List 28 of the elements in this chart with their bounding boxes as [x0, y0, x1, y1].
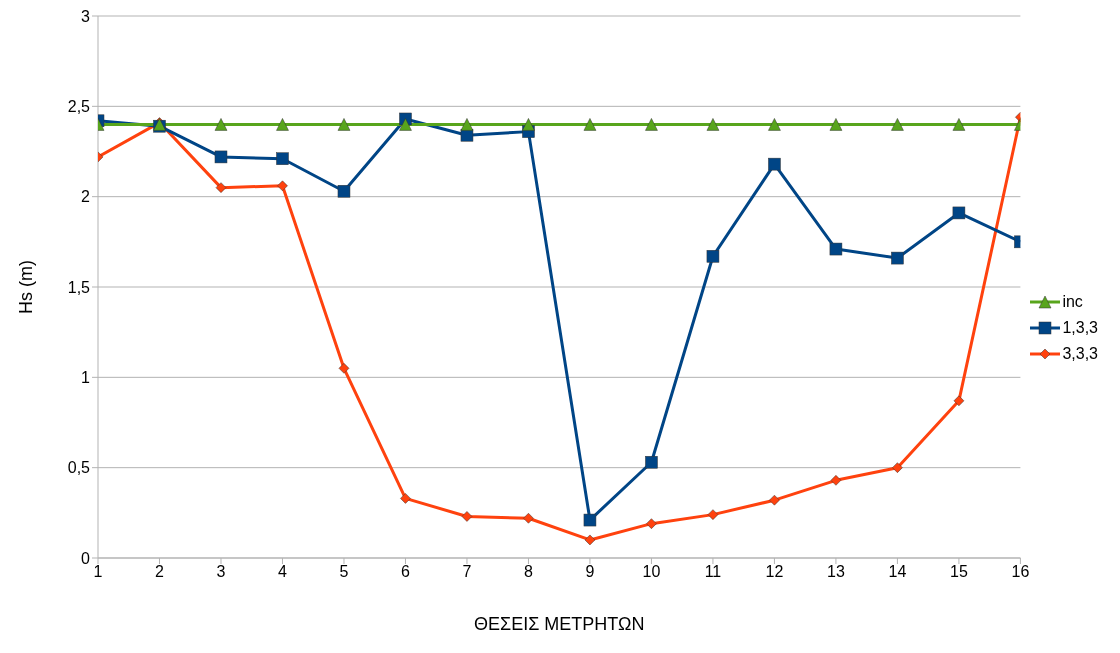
y-axis-title: Hs (m) — [16, 260, 37, 314]
x-tick-label: 12 — [765, 563, 784, 581]
x-tick-label: 15 — [950, 563, 968, 581]
x-tick-label: 2 — [155, 563, 165, 581]
y-tick-label: 0 — [81, 549, 91, 567]
x-tick-label: 9 — [585, 563, 595, 581]
x-tick-label: 13 — [827, 563, 845, 581]
x-tick-label: 5 — [339, 563, 349, 581]
y-tick-label: 1,5 — [67, 278, 91, 296]
x-tick-label: 7 — [462, 563, 472, 581]
y-tick-label: 3 — [81, 7, 91, 25]
x-tick-label: 16 — [1011, 563, 1030, 581]
x-tick-label: 6 — [401, 563, 411, 581]
y-tick-label: 0,5 — [67, 459, 91, 477]
x-tick-label: 14 — [888, 563, 907, 581]
x-tick-label: 3 — [216, 563, 226, 581]
y-tick-label: 1 — [81, 369, 91, 387]
y-tick-label: 2,5 — [67, 98, 91, 116]
x-tick-label: 8 — [524, 563, 533, 581]
x-axis-title: ΘΕΣΕΙΣ ΜΕΤΡΗΤΩΝ — [474, 614, 645, 634]
y-tick-label: 2 — [81, 188, 91, 206]
legend-label: 3,3,3 — [1062, 345, 1098, 363]
legend-label: inc — [1062, 293, 1083, 311]
x-tick-label: 10 — [642, 563, 661, 581]
legend-label: 1,3,3 — [1062, 319, 1098, 337]
x-tick-label: 11 — [704, 563, 722, 581]
x-tick-label: 4 — [278, 563, 288, 581]
x-tick-label: 1 — [93, 563, 103, 581]
